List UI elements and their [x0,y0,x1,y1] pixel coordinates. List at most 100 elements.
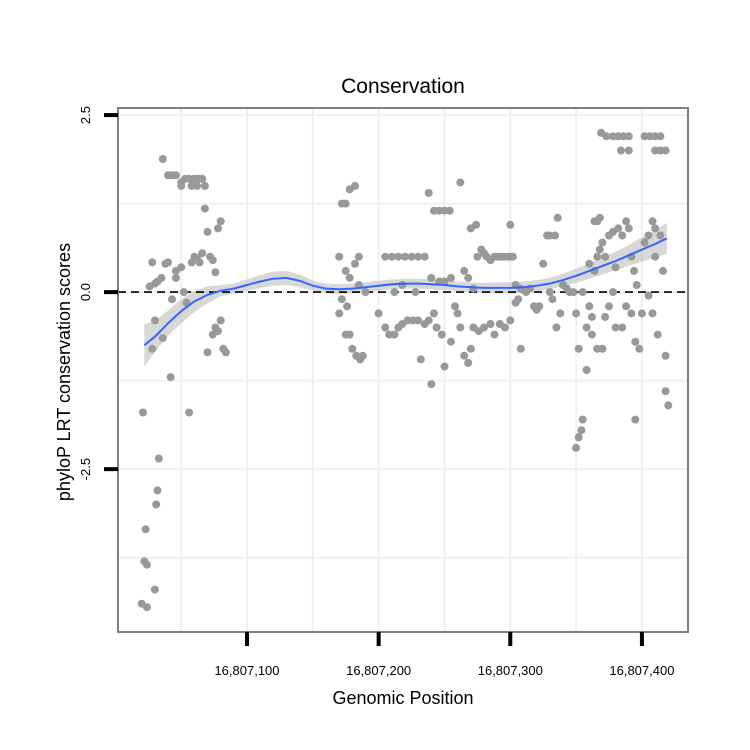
data-point [552,323,561,332]
data-point [453,309,462,318]
data-point [398,281,407,289]
data-point [622,217,631,226]
data-point [611,263,620,272]
axes: 16,807,100 16,807,200 16,807,300 16,807,400… [78,106,674,678]
data-point [490,330,499,339]
data-point [618,231,627,240]
data-point [164,258,172,267]
data-point [466,344,475,353]
data-point [414,252,423,261]
data-point [394,252,403,261]
data-point [582,323,591,332]
data-point [585,302,594,311]
data-point [335,252,344,261]
data-point [168,295,176,304]
data-point [345,273,354,282]
data-point [166,373,175,382]
data-point [627,309,636,318]
data-point [420,252,429,261]
data-point [661,387,670,396]
data-point [585,259,594,268]
data-point [447,337,455,346]
data-point [171,171,180,180]
data-point [348,344,357,353]
data-point [203,227,212,236]
data-point [637,309,646,318]
data-point [460,266,469,275]
data-point [601,312,610,321]
data-point [545,288,554,297]
data-point [551,231,559,240]
data-point [486,320,495,328]
data-point [651,224,660,233]
data-point [158,155,167,163]
x-tick-label: 16,807,400 [609,663,674,678]
chart-title: Conservation [341,75,465,98]
points-layer [137,128,673,612]
data-point [601,252,610,261]
data-point [381,252,390,261]
data-point [177,263,186,272]
data-point [595,245,604,254]
data-point [200,204,209,213]
data-point [469,284,478,293]
y-axis-title: phyloP LRT conservation scores [54,243,74,501]
data-point [214,224,222,233]
data-point [152,500,161,509]
data-point [480,323,488,332]
data-point [407,252,416,261]
data-point [624,224,633,233]
data-point [624,132,633,141]
data-point [661,146,670,155]
data-point [598,238,607,247]
data-point [351,259,359,268]
data-point [427,380,436,389]
data-point [553,213,562,222]
data-point [656,231,665,240]
data-point [143,603,151,612]
data-point [656,132,665,141]
data-point [148,344,157,353]
data-point [150,316,159,325]
data-point [411,288,420,297]
data-point [661,351,670,360]
data-point [451,302,459,311]
data-point [631,337,640,346]
x-tick-label: 16,807,300 [478,663,543,678]
data-point [644,231,653,240]
data-point [171,273,180,282]
data-point [572,443,581,452]
x-axis-title: Genomic Position [332,688,473,708]
data-point [214,327,222,336]
data-point [572,309,581,318]
data-point [361,288,370,297]
data-point [587,330,596,339]
data-point [177,181,186,190]
data-point [618,323,627,332]
data-point [185,408,194,417]
data-point [447,273,455,282]
data-point [148,258,157,267]
data-point [609,288,617,297]
data-point [440,362,449,371]
data-point [179,288,188,297]
data-point [351,181,359,190]
data-point [445,206,454,215]
data-point [548,295,557,304]
data-point [343,302,352,311]
data-point [556,309,565,318]
data-point [602,132,611,141]
data-point [203,348,212,357]
data-point [345,330,354,339]
data-point [416,355,425,364]
data-point [456,178,465,187]
y-tick-label: 2.5 [78,106,93,124]
data-point [593,252,602,261]
data-point [578,288,587,297]
data-point [143,560,151,569]
data-point [200,181,209,190]
data-point [158,334,167,343]
data-point [595,213,604,222]
data-point [611,323,620,332]
